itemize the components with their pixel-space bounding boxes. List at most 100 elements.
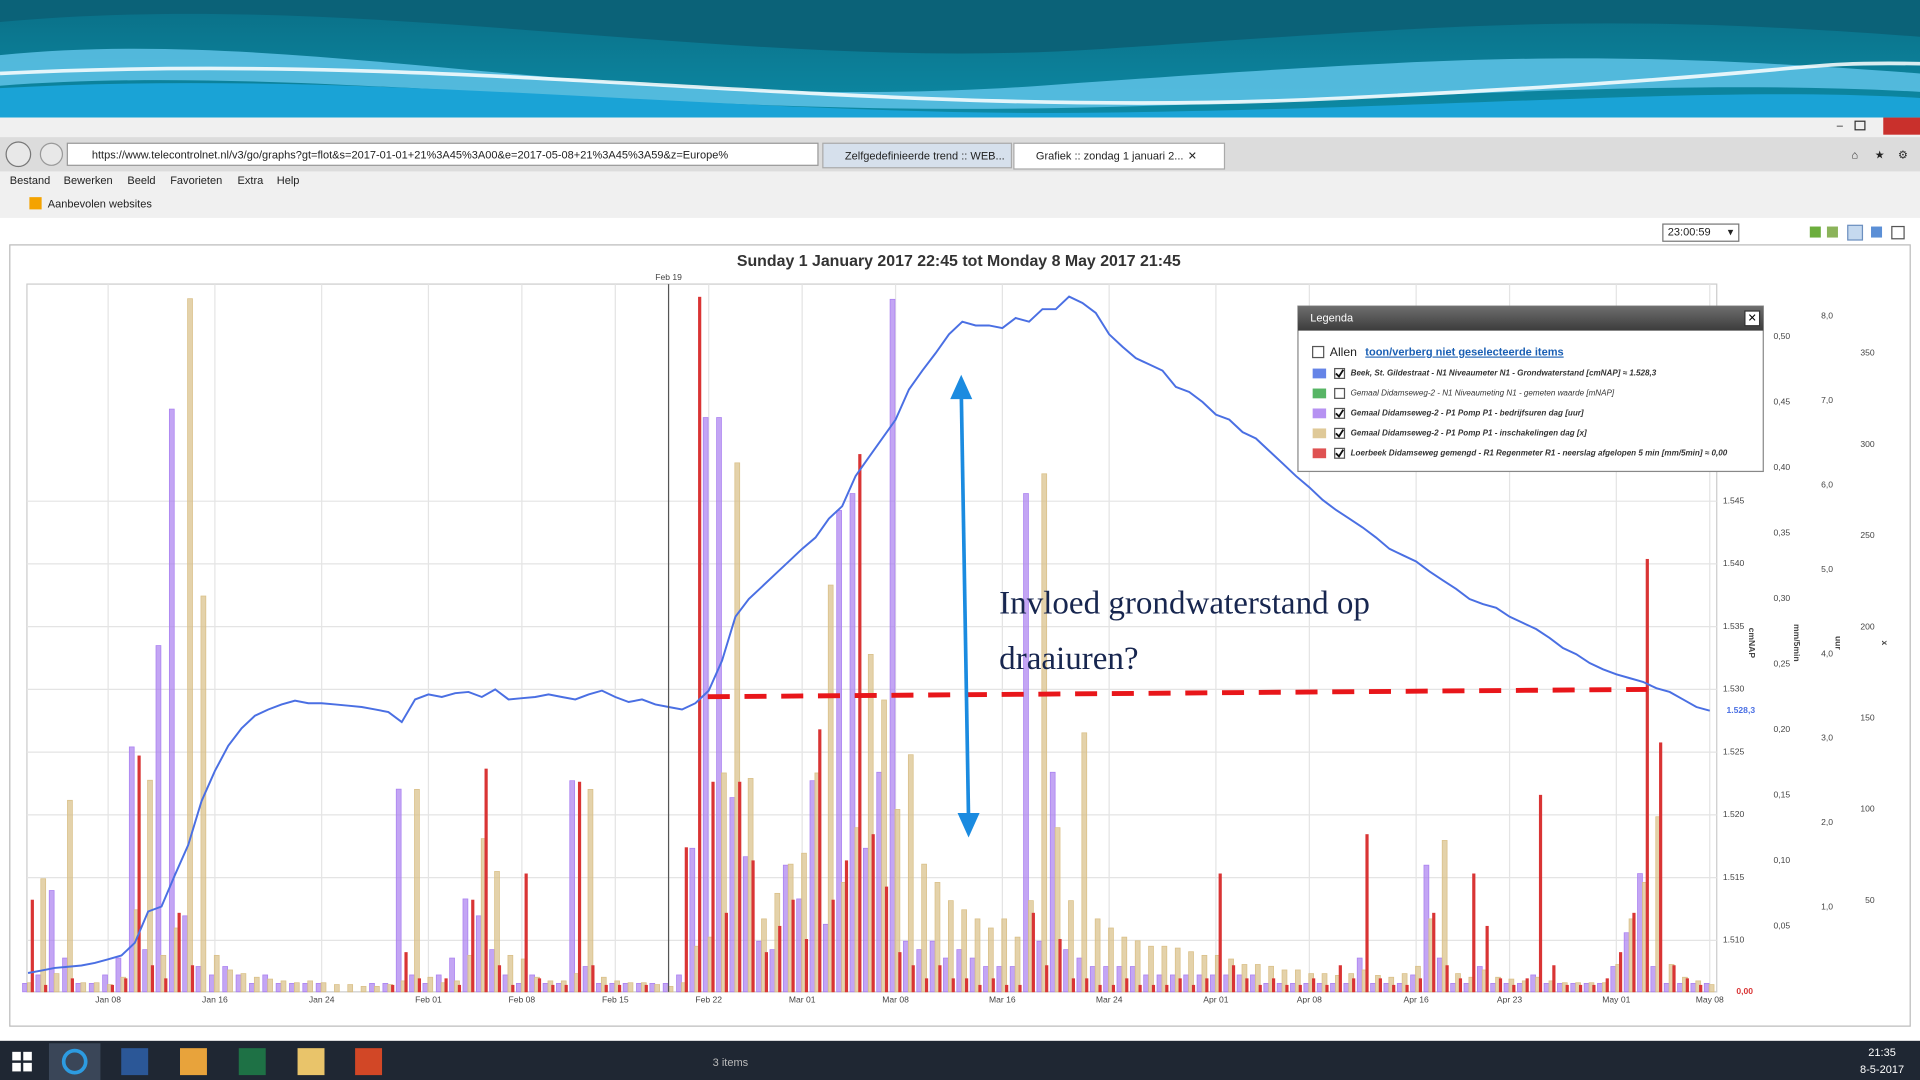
forward-button[interactable] [40,143,62,165]
y-tick-label: 1.545 [1723,495,1745,505]
bar [463,899,468,992]
status-text: 3 items [713,1057,749,1069]
tool-icon[interactable] [1892,227,1904,239]
url: https://www.telecontrolnet.nl/v3/go/grap… [92,149,728,161]
select-arrow: ▾ [1728,227,1734,239]
app-powerpoint[interactable] [355,1048,382,1075]
bar [1286,985,1288,992]
menu-item[interactable]: Bewerken [64,175,113,187]
bar [263,975,268,992]
tab-close[interactable]: ✕ [1188,151,1197,163]
x-tick-label: Jan 08 [95,995,121,1005]
bar [1002,919,1007,992]
bar [1170,975,1175,992]
app-word[interactable] [121,1048,148,1075]
favorites-link[interactable]: Aanbevolen websites [48,198,153,210]
y-tick-label: 1.540 [1723,558,1745,568]
bar [410,975,415,992]
x-tick-label: May 08 [1696,995,1724,1005]
bar [605,985,607,992]
legend-toggle[interactable]: toon/verberg niet geselecteerde items [1365,347,1563,359]
bar [610,983,615,991]
bar [930,941,935,992]
bar [738,782,740,992]
menu-item[interactable]: Help [277,175,300,187]
bar [1571,983,1576,991]
tool-icon[interactable] [1810,227,1821,238]
bar [1130,966,1135,991]
favorites-icon[interactable]: ★ [1875,149,1885,161]
bar [281,981,286,992]
app-explorer[interactable] [298,1048,325,1075]
legend-close-icon: ✕ [1748,312,1757,324]
menu-item[interactable]: Extra [238,175,265,187]
bar [757,941,762,992]
bar [1477,966,1482,991]
tool-icon[interactable] [1848,225,1863,240]
bar [214,955,219,991]
y-tick-label: 1.525 [1723,746,1745,756]
tool-icon[interactable] [1871,227,1882,238]
bar [156,646,161,992]
close[interactable] [1883,118,1920,135]
clock-date: 8-5-2017 [1860,1064,1904,1076]
app-outlook[interactable] [180,1048,207,1075]
bar [1366,835,1368,992]
bar [1651,966,1656,991]
bar [1206,979,1208,992]
bar [348,985,353,992]
bar [1086,979,1088,992]
legend-entry: Gemaal Didamseweg-2 - P1 Pomp P1 - insch… [1351,428,1587,437]
bar [943,958,948,992]
bar [992,979,994,992]
bar [979,985,981,992]
y-tick-label: 8,0 [1821,310,1833,320]
legend: Legenda ✕ Allen toon/verberg niet gesele… [1298,306,1763,471]
bar [832,900,834,992]
bar [565,985,567,992]
tool-icon[interactable] [1827,227,1838,238]
bar [952,979,954,992]
home-icon[interactable]: ⌂ [1851,149,1858,161]
y-tick-label: 0,50 [1774,331,1791,341]
bar [583,966,588,991]
app-excel[interactable] [239,1048,266,1075]
bar [1082,733,1087,992]
checkbox[interactable] [1335,389,1345,399]
legend-entry: Loerbeek Didamseweg gemengd - R1 Regenme… [1351,448,1728,457]
bar [1691,983,1696,991]
y-tick-label: 6,0 [1821,479,1833,489]
bar [76,983,81,991]
minimize[interactable]: – [1837,120,1844,132]
bar [1095,919,1100,992]
bar [1526,979,1528,992]
bar [89,983,94,991]
menu-item[interactable]: Beeld [127,175,155,187]
bar [655,985,660,992]
bar [1259,985,1261,992]
back-button[interactable] [6,142,30,166]
bar [863,848,868,992]
bar [543,983,548,991]
bar [1224,975,1229,992]
legend-swatch [1313,389,1326,399]
y-tick-label: 0,30 [1774,593,1791,603]
bar [1611,966,1616,991]
bar [917,950,922,992]
menu-item[interactable]: Favorieten [170,175,222,187]
bar [31,900,33,992]
menu-item[interactable]: Bestand [10,175,50,187]
settings-icon[interactable]: ⚙ [1898,149,1908,161]
bar [44,985,46,992]
bar [677,975,682,992]
bar [592,966,594,992]
x-tick-label: Mar 01 [789,995,816,1005]
checkbox[interactable] [1313,347,1324,358]
bar [1584,983,1589,991]
bar [374,986,379,991]
x-tick-label: Apr 23 [1497,995,1522,1005]
bar [1109,928,1114,992]
bar [570,781,575,992]
axis-title: mm/5min [1792,624,1802,662]
bar [837,510,842,991]
